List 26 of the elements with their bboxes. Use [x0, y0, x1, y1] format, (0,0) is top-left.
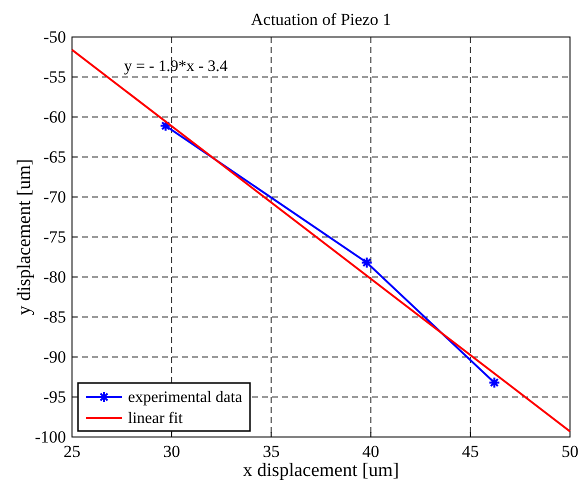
y-tick-label: -100: [34, 427, 66, 446]
x-axis-title: x displacement [um]: [242, 460, 400, 481]
legend-label: experimental data: [128, 389, 242, 406]
point: [360, 256, 373, 269]
x-tick-label: 25: [64, 442, 80, 462]
chart-title: Actuation of Piezo 1: [250, 10, 392, 29]
point: [488, 376, 500, 389]
x-tick-label: 35: [262, 442, 280, 462]
y-tick-label: -50: [43, 27, 66, 46]
y-tick-label: -75: [43, 227, 66, 246]
x-tick-label: 40: [362, 442, 380, 462]
legend-label: linear fit: [128, 410, 184, 427]
y-tick-label: -90: [43, 347, 66, 366]
y-tick-label: -85: [43, 307, 66, 326]
x-tick-label: 50: [562, 442, 578, 462]
y-tick-label: -65: [43, 147, 66, 166]
x-tick-label: 45: [462, 442, 479, 462]
x-tick-label: 30: [163, 442, 180, 462]
point: [160, 120, 172, 132]
y-tick-label: -60: [43, 107, 66, 126]
y-tick-label: -70: [43, 187, 66, 206]
y-axis-title: y displacement [um]: [14, 158, 35, 316]
y-tick-label: -55: [43, 67, 66, 86]
y-tick-label: -80: [43, 267, 66, 286]
y-tick-label: -95: [43, 387, 66, 406]
annotation: y = - 1.9*x - 3.4: [124, 58, 228, 75]
